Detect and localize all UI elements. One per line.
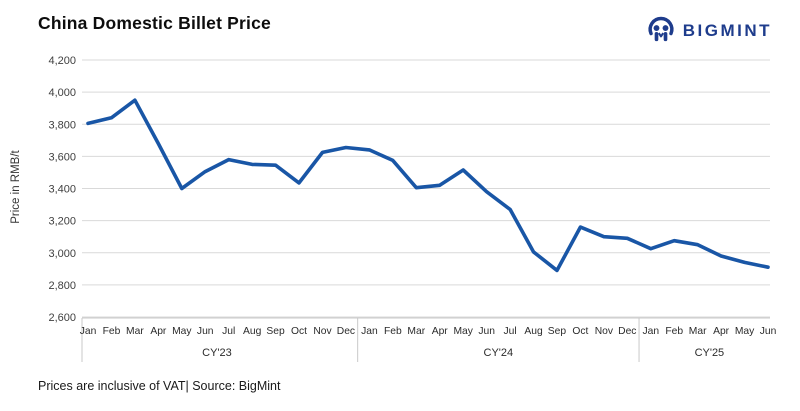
svg-text:Jan: Jan bbox=[642, 326, 659, 337]
svg-text:Mar: Mar bbox=[407, 326, 425, 337]
svg-text:Aug: Aug bbox=[524, 326, 543, 337]
svg-text:Jan: Jan bbox=[361, 326, 378, 337]
price-line bbox=[86, 98, 770, 273]
svg-text:3,000: 3,000 bbox=[48, 248, 76, 260]
svg-text:Sep: Sep bbox=[548, 326, 567, 337]
svg-text:Jun: Jun bbox=[478, 326, 495, 337]
svg-text:Aug: Aug bbox=[243, 326, 262, 337]
svg-text:Feb: Feb bbox=[384, 326, 402, 337]
svg-text:Jul: Jul bbox=[222, 326, 235, 337]
svg-text:Mar: Mar bbox=[126, 326, 144, 337]
svg-text:Sep: Sep bbox=[266, 326, 285, 337]
svg-text:Jul: Jul bbox=[503, 326, 516, 337]
svg-text:Feb: Feb bbox=[665, 326, 683, 337]
svg-text:Apr: Apr bbox=[432, 326, 449, 337]
svg-text:Jun: Jun bbox=[197, 326, 214, 337]
svg-text:May: May bbox=[453, 326, 473, 337]
svg-text:Oct: Oct bbox=[572, 326, 588, 337]
brand-name: BIGMINT bbox=[682, 21, 772, 40]
brand-logo: BIGMINT bbox=[646, 16, 772, 46]
svg-text:Jun: Jun bbox=[760, 326, 777, 337]
svg-text:2,800: 2,800 bbox=[48, 280, 76, 292]
svg-text:3,200: 3,200 bbox=[48, 216, 76, 228]
svg-text:Apr: Apr bbox=[713, 326, 730, 337]
svg-text:CY'23: CY'23 bbox=[202, 347, 232, 359]
x-axis-frame bbox=[81, 317, 770, 362]
svg-text:2,600: 2,600 bbox=[48, 312, 76, 324]
y-tick-labels: 2,600 2,800 3,000 3,200 3,400 3,600 3,800 4,000… bbox=[48, 55, 76, 324]
svg-text:4,200: 4,200 bbox=[48, 55, 76, 67]
page-title: China Domestic Billet Price bbox=[38, 13, 271, 33]
svg-text:May: May bbox=[172, 326, 192, 337]
svg-text:Apr: Apr bbox=[150, 326, 167, 337]
svg-text:CY'25: CY'25 bbox=[695, 347, 725, 359]
svg-text:CY'24: CY'24 bbox=[484, 347, 514, 359]
svg-text:Mar: Mar bbox=[689, 326, 707, 337]
svg-text:May: May bbox=[735, 326, 755, 337]
svg-text:Feb: Feb bbox=[103, 326, 121, 337]
bigmint-icon bbox=[648, 16, 674, 42]
svg-text:4,000: 4,000 bbox=[48, 87, 76, 99]
month-labels: Jan Feb Mar Apr May Jun Jul Aug Sep Oct Nov Dec Jan F… bbox=[80, 326, 777, 337]
svg-text:Jan: Jan bbox=[80, 326, 97, 337]
svg-text:3,400: 3,400 bbox=[48, 184, 76, 196]
svg-text:Oct: Oct bbox=[291, 326, 307, 337]
footer-note: Prices are inclusive of VAT| Source: Big… bbox=[38, 379, 281, 393]
svg-text:Nov: Nov bbox=[313, 326, 332, 337]
svg-text:3,600: 3,600 bbox=[48, 151, 76, 163]
svg-text:Dec: Dec bbox=[618, 326, 636, 337]
svg-text:3,800: 3,800 bbox=[48, 119, 76, 131]
svg-text:Nov: Nov bbox=[595, 326, 614, 337]
svg-text:Dec: Dec bbox=[337, 326, 355, 337]
year-labels: CY'23 CY'24 CY'25 bbox=[202, 347, 724, 359]
